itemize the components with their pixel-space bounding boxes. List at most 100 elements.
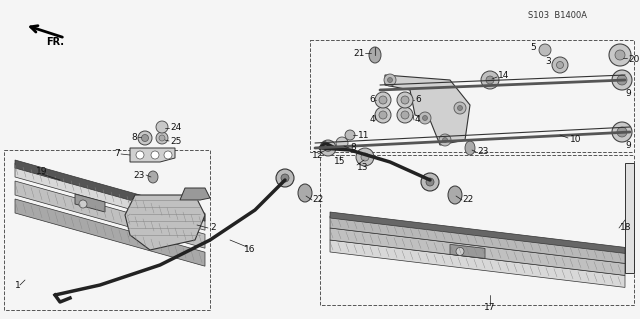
- Ellipse shape: [356, 148, 374, 166]
- Ellipse shape: [384, 74, 396, 86]
- Text: 21: 21: [354, 48, 365, 57]
- Ellipse shape: [375, 107, 391, 123]
- Ellipse shape: [379, 111, 387, 119]
- Text: FR.: FR.: [46, 37, 64, 47]
- Ellipse shape: [138, 131, 152, 145]
- Text: 15: 15: [334, 158, 346, 167]
- Text: 23: 23: [477, 147, 488, 157]
- Polygon shape: [130, 148, 175, 162]
- Ellipse shape: [159, 135, 165, 141]
- Text: 6: 6: [415, 95, 420, 105]
- Ellipse shape: [456, 248, 464, 256]
- Text: 8: 8: [350, 144, 356, 152]
- Ellipse shape: [486, 76, 494, 84]
- Ellipse shape: [421, 173, 439, 191]
- Ellipse shape: [79, 200, 87, 208]
- Text: 20: 20: [628, 56, 639, 64]
- Ellipse shape: [164, 151, 172, 159]
- Ellipse shape: [612, 70, 632, 90]
- Ellipse shape: [617, 75, 627, 85]
- Text: 12: 12: [312, 152, 324, 160]
- Ellipse shape: [151, 151, 159, 159]
- Ellipse shape: [276, 169, 294, 187]
- Ellipse shape: [539, 44, 551, 56]
- Ellipse shape: [387, 78, 392, 83]
- Polygon shape: [625, 163, 634, 273]
- Ellipse shape: [375, 92, 391, 108]
- Ellipse shape: [609, 44, 631, 66]
- Text: 2: 2: [210, 224, 216, 233]
- Ellipse shape: [612, 122, 632, 142]
- Ellipse shape: [156, 132, 168, 144]
- Ellipse shape: [136, 151, 144, 159]
- Text: 16: 16: [244, 246, 256, 255]
- Ellipse shape: [481, 71, 499, 89]
- Text: 9: 9: [625, 88, 631, 98]
- Ellipse shape: [615, 50, 625, 60]
- Ellipse shape: [336, 137, 348, 149]
- Polygon shape: [15, 163, 205, 230]
- Text: 14: 14: [498, 71, 509, 80]
- Ellipse shape: [148, 171, 158, 183]
- Polygon shape: [330, 212, 625, 253]
- Text: 8: 8: [131, 132, 137, 142]
- Text: 9: 9: [625, 140, 631, 150]
- Polygon shape: [125, 195, 205, 250]
- Ellipse shape: [419, 112, 431, 124]
- Polygon shape: [15, 199, 205, 266]
- Text: 5: 5: [531, 43, 536, 53]
- Ellipse shape: [448, 186, 462, 204]
- Text: 6: 6: [369, 95, 375, 105]
- Text: 23: 23: [134, 170, 145, 180]
- Ellipse shape: [552, 57, 568, 73]
- Text: 3: 3: [545, 57, 551, 66]
- Polygon shape: [180, 188, 210, 200]
- Polygon shape: [450, 244, 485, 258]
- Ellipse shape: [298, 184, 312, 202]
- Ellipse shape: [458, 106, 463, 110]
- Text: 13: 13: [357, 162, 369, 172]
- Polygon shape: [330, 216, 625, 263]
- Text: 25: 25: [170, 137, 181, 145]
- Ellipse shape: [369, 47, 381, 63]
- Ellipse shape: [320, 140, 336, 156]
- Ellipse shape: [324, 145, 332, 152]
- Text: 22: 22: [312, 196, 323, 204]
- Text: 10: 10: [570, 136, 582, 145]
- Ellipse shape: [557, 62, 563, 69]
- Ellipse shape: [401, 111, 409, 119]
- Text: S103  B1400A: S103 B1400A: [529, 11, 588, 19]
- Polygon shape: [385, 75, 470, 145]
- Text: 24: 24: [170, 123, 181, 132]
- Text: 17: 17: [484, 302, 496, 311]
- Ellipse shape: [361, 153, 369, 161]
- Ellipse shape: [397, 92, 413, 108]
- Text: 22: 22: [462, 196, 473, 204]
- Polygon shape: [75, 194, 105, 212]
- Polygon shape: [330, 228, 625, 275]
- Ellipse shape: [345, 130, 355, 140]
- Ellipse shape: [397, 107, 413, 123]
- Polygon shape: [330, 240, 625, 287]
- Ellipse shape: [401, 96, 409, 104]
- Ellipse shape: [426, 178, 434, 186]
- Ellipse shape: [442, 137, 447, 143]
- Text: 11: 11: [358, 130, 369, 139]
- Ellipse shape: [617, 127, 627, 137]
- Polygon shape: [15, 181, 205, 248]
- Text: 19: 19: [36, 167, 48, 175]
- Text: 1: 1: [15, 280, 20, 290]
- Ellipse shape: [465, 141, 475, 155]
- Ellipse shape: [454, 102, 466, 114]
- Text: 4: 4: [369, 115, 375, 124]
- Ellipse shape: [141, 135, 148, 142]
- Text: 4: 4: [415, 115, 420, 124]
- Ellipse shape: [439, 134, 451, 146]
- Text: 18: 18: [620, 224, 632, 233]
- Ellipse shape: [422, 115, 428, 121]
- Ellipse shape: [156, 121, 168, 133]
- Ellipse shape: [379, 96, 387, 104]
- Ellipse shape: [281, 174, 289, 182]
- Text: 7: 7: [115, 150, 120, 159]
- Polygon shape: [15, 160, 205, 221]
